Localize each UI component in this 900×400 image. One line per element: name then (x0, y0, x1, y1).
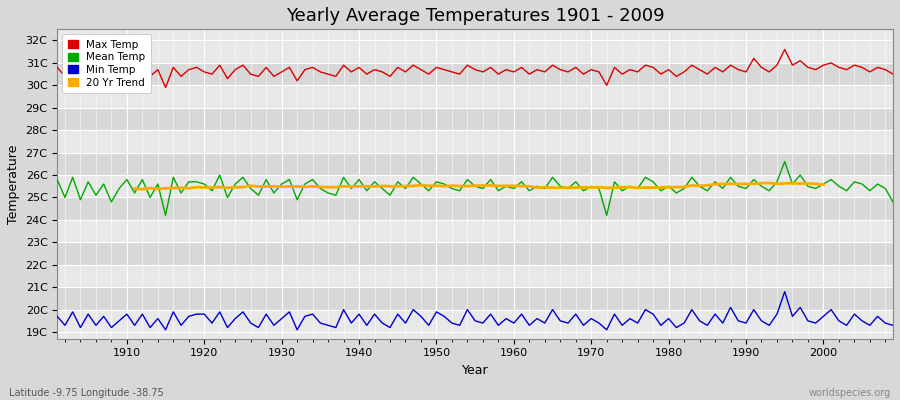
Legend: Max Temp, Mean Temp, Min Temp, 20 Yr Trend: Max Temp, Mean Temp, Min Temp, 20 Yr Tre… (62, 34, 150, 93)
Bar (58, 242, 893, 265)
Bar (58, 265, 893, 287)
Bar (58, 220, 893, 242)
Bar (58, 63, 893, 85)
Bar (58, 175, 893, 198)
Bar (58, 153, 893, 175)
Bar (58, 198, 893, 220)
Bar (58, 40, 893, 63)
Bar (58, 130, 893, 153)
Y-axis label: Temperature: Temperature (7, 144, 20, 224)
Bar (58, 108, 893, 130)
X-axis label: Year: Year (462, 364, 489, 377)
Text: Latitude -9.75 Longitude -38.75: Latitude -9.75 Longitude -38.75 (9, 388, 164, 398)
Bar (58, 287, 893, 310)
Text: worldspecies.org: worldspecies.org (809, 388, 891, 398)
Bar (58, 310, 893, 332)
Title: Yearly Average Temperatures 1901 - 2009: Yearly Average Temperatures 1901 - 2009 (286, 7, 664, 25)
Bar (58, 85, 893, 108)
